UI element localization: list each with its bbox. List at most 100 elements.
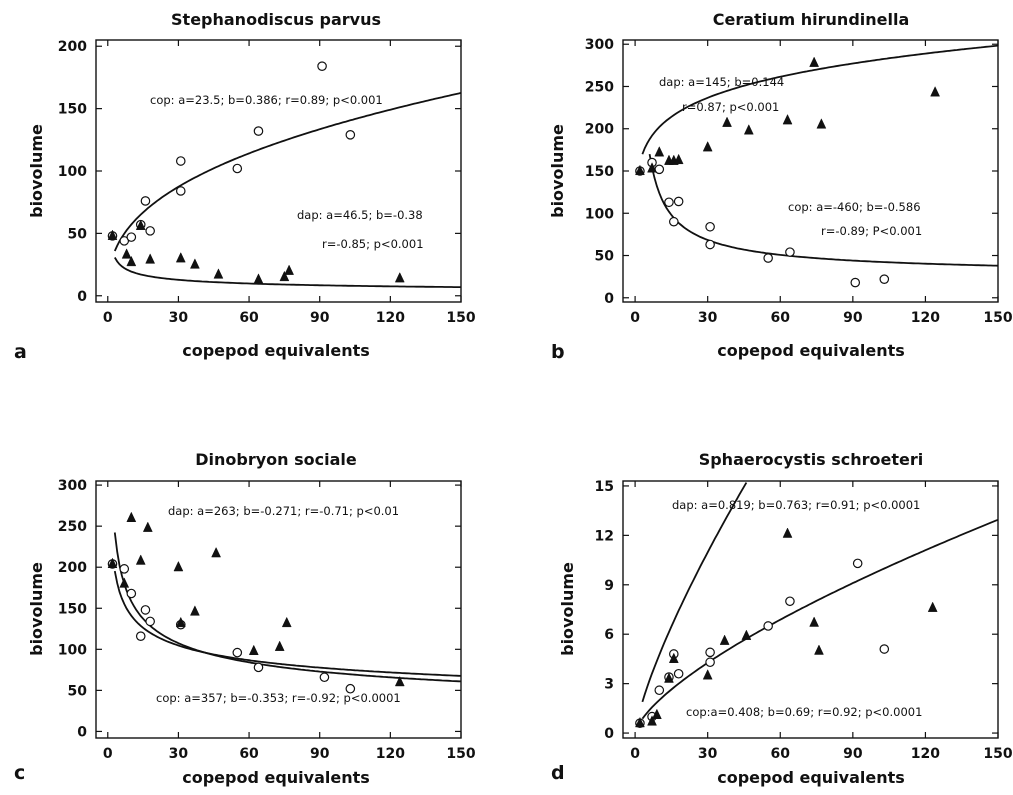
fit-annotation: cop: a=-460; b=-0.586	[788, 200, 921, 214]
fit-annotation: cop: a=23.5; b=0.386; r=0.89; p<0.001	[150, 93, 383, 107]
data-point-triangle	[145, 253, 156, 264]
plot-frame	[95, 480, 462, 739]
y-tick-label: 100	[585, 206, 614, 222]
data-point-circle	[232, 647, 243, 658]
data-point-triangle	[647, 715, 657, 726]
data-point-triangle	[173, 560, 184, 572]
x-tick-label: 90	[843, 310, 863, 326]
fit-annotation: dap: a=0.819; b=0.763; r=0.91; p<0.0001	[672, 498, 920, 512]
y-tick-label: 150	[585, 164, 614, 180]
fit-annotation: dap: a=263; b=-0.271; r=-0.71; p<0.01	[168, 504, 399, 518]
data-point-triangle	[126, 511, 137, 522]
panel-c: Dinobryon sociale c copepod equivalents bio…	[14, 450, 476, 787]
x-axis-label: copepod equivalents	[717, 768, 905, 787]
data-point-circle	[345, 130, 356, 140]
fit-curve	[113, 570, 462, 677]
data-point-triangle	[190, 605, 200, 616]
data-point-circle	[145, 226, 155, 236]
x-tick-label: 60	[239, 310, 259, 326]
chart-title: Sphaerocystis schroeteri	[699, 450, 924, 469]
data-point-circle	[345, 683, 356, 694]
y-tick-label: 15	[595, 479, 614, 495]
fit-annotation: r=-0.89; P<0.001	[821, 224, 922, 238]
data-point-triangle	[142, 521, 153, 532]
data-point-circle	[669, 216, 679, 227]
y-axis-label: biovolume	[27, 124, 46, 218]
x-axis-label: copepod equivalents	[717, 341, 905, 360]
x-tick-label: 30	[698, 746, 718, 762]
data-point-triangle	[664, 672, 674, 683]
x-tick-label: 60	[239, 746, 259, 762]
y-tick-label: 100	[58, 642, 87, 658]
data-point-circle	[119, 564, 130, 574]
data-point-triangle	[175, 616, 186, 628]
x-tick-label: 0	[103, 746, 113, 762]
data-point-triangle	[394, 272, 405, 283]
data-point-circle	[673, 196, 684, 207]
fit-curve	[114, 257, 461, 289]
x-tick-label: 150	[446, 746, 475, 762]
data-point-triangle	[668, 652, 679, 663]
y-tick-label: 0	[604, 291, 614, 307]
data-point-triangle	[121, 248, 132, 259]
data-point-circle	[175, 156, 186, 166]
data-point-triangle	[651, 708, 662, 719]
x-tick-label: 120	[911, 310, 940, 326]
y-tick-label: 9	[604, 578, 614, 594]
data-point-triangle	[722, 116, 732, 127]
data-point-circle	[654, 685, 665, 696]
y-tick-label: 0	[604, 726, 614, 742]
data-point-triangle	[211, 546, 221, 558]
x-tick-label: 30	[169, 310, 189, 326]
y-tick-label: 3	[604, 677, 614, 693]
y-tick-label: 300	[58, 478, 87, 494]
fit-curve	[113, 532, 462, 683]
data-point-triangle	[647, 162, 657, 173]
x-tick-label: 0	[103, 310, 113, 326]
data-point-circle	[253, 662, 264, 673]
panel-d: Sphaerocystis schroeteri d copepod equival…	[551, 450, 1013, 787]
y-tick-label: 0	[77, 289, 87, 305]
panel-a: Stephanodiscus parvus a copepod equivalent…	[14, 10, 476, 363]
data-point-circle	[763, 253, 773, 263]
y-tick-label: 150	[58, 102, 87, 118]
y-tick-label: 50	[68, 226, 88, 242]
data-point-triangle	[107, 557, 118, 568]
data-point-triangle	[274, 640, 285, 651]
fit-curve	[648, 153, 999, 267]
y-tick-label: 100	[58, 164, 87, 180]
data-point-triangle	[702, 141, 713, 152]
x-axis-label: copepod equivalents	[182, 768, 370, 787]
y-axis-label: biovolume	[548, 124, 567, 218]
fit-annotation: r=-0.85; p<0.001	[322, 237, 424, 251]
x-tick-label: 90	[310, 310, 330, 326]
data-point-circle	[705, 657, 715, 668]
data-point-triangle	[814, 644, 824, 655]
y-tick-label: 300	[585, 37, 614, 53]
data-point-circle	[705, 239, 715, 250]
data-point-triangle	[782, 527, 793, 538]
panel-letter: a	[14, 341, 27, 363]
data-point-triangle	[394, 675, 405, 687]
data-point-triangle	[809, 616, 820, 627]
data-point-triangle	[281, 616, 292, 628]
x-tick-label: 150	[446, 310, 475, 326]
data-point-triangle	[635, 164, 645, 176]
fit-annotation: dap: a=145; b=0.144	[659, 75, 784, 89]
data-point-circle	[140, 605, 151, 615]
data-point-triangle	[927, 601, 938, 612]
fit-annotation: cop: a=357; b=-0.353; r=-0.92; p<0.0001	[156, 691, 401, 705]
chart-title: Dinobryon sociale	[195, 450, 357, 469]
data-point-triangle	[284, 264, 294, 275]
x-tick-label: 0	[630, 310, 640, 326]
data-point-triangle	[126, 255, 137, 267]
y-tick-label: 200	[585, 122, 614, 138]
fit-annotation: cop:a=0.408; b=0.69; r=0.92; p<0.0001	[686, 705, 922, 719]
y-tick-label: 150	[58, 601, 87, 617]
y-tick-label: 50	[68, 683, 88, 699]
y-tick-label: 200	[58, 560, 87, 576]
data-point-circle	[673, 668, 684, 679]
data-point-triangle	[719, 634, 730, 645]
x-tick-label: 30	[698, 310, 718, 326]
